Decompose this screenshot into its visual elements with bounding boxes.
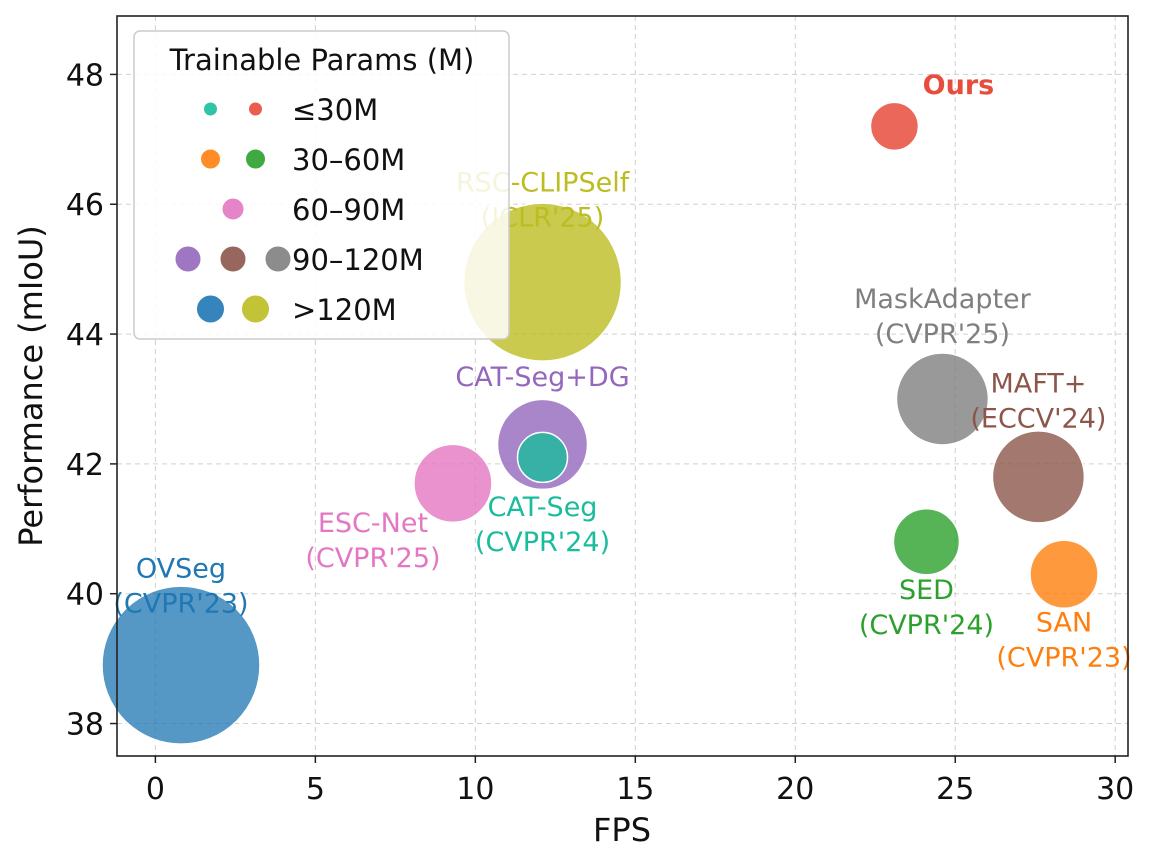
legend-marker (248, 101, 263, 117)
legend-entry: ≤30M (203, 93, 378, 127)
y-tick-label: 42 (66, 448, 104, 483)
y-axis-ticks: 38 40 42 44 46 48 (66, 58, 117, 743)
label-name: ESC-Net (318, 508, 428, 539)
x-tick-label: 25 (936, 772, 974, 807)
label-name: CAT-Seg (488, 492, 598, 523)
legend-marker (196, 294, 225, 324)
point-maft-plus (991, 430, 1086, 524)
legend-label: 60–90M (292, 193, 405, 227)
legend-marker (245, 148, 266, 170)
point-ours (869, 101, 920, 152)
legend-marker (221, 197, 245, 221)
legend-title: Trainable Params (M) (169, 43, 475, 77)
label-name: MaskAdapter (854, 284, 1032, 315)
legend-entry: >120M (196, 293, 397, 327)
point-esc-net (413, 443, 493, 524)
label-venue: (CVPR'25) (305, 543, 440, 574)
label-ovseg: OVSeg (CVPR'23) (113, 553, 248, 619)
label-venue: (CVPR'24) (475, 527, 610, 558)
x-axis-title: FPS (593, 811, 651, 849)
label-san: SAN (CVPR'23) (996, 607, 1131, 673)
data-labels: OVSeg (CVPR'23)RSC-CLIPSelf (ICLR'25)ESC-N… (113, 70, 1131, 673)
label-cat-seg-dg: CAT-Seg+DG (455, 362, 629, 393)
legend-entry: 90–120M (174, 243, 424, 277)
x-tick-label: 0 (146, 772, 165, 807)
legend-marker (264, 245, 292, 273)
legend-label: >120M (292, 293, 397, 327)
legend-label: 30–60M (292, 143, 405, 177)
y-tick-label: 38 (66, 708, 104, 743)
x-axis-ticks: 0 5 10 15 20 25 30 (146, 756, 1134, 807)
label-name: MAFT+ (990, 368, 1086, 399)
label-maft-plus: MAFT+ (ECCV'24) (970, 368, 1106, 434)
label-name: SAN (1036, 607, 1092, 638)
point-ovseg (101, 585, 261, 745)
label-sed: SED (CVPR'24) (859, 575, 994, 641)
plot-frame (116, 15, 1129, 757)
label-venue: (CVPR'25) (875, 319, 1010, 350)
legend-marker (203, 101, 218, 117)
grid-lines (117, 16, 1128, 756)
y-tick-label: 46 (66, 188, 104, 223)
label-ours: Ours (923, 70, 995, 101)
label-esc-net: ESC-Net (CVPR'25) (305, 508, 440, 574)
y-tick-label: 40 (66, 578, 104, 613)
legend-marker (200, 148, 221, 170)
x-tick-label: 5 (306, 772, 325, 807)
legend-entry: 30–60M (200, 143, 405, 177)
label-venue: (CVPR'23) (996, 642, 1131, 673)
legend-marker (219, 245, 247, 273)
label-name: Ours (923, 70, 995, 101)
x-tick-label: 20 (776, 772, 814, 807)
point-san (1029, 539, 1099, 609)
label-maskadapter: MaskAdapter (CVPR'25) (854, 284, 1032, 350)
label-name: SED (899, 575, 954, 606)
point-cat-seg (516, 431, 569, 484)
point-sed (892, 508, 961, 576)
x-tick-label: 10 (456, 772, 494, 807)
legend-label: ≤30M (292, 93, 378, 127)
label-name: OVSeg (136, 553, 226, 584)
y-tick-label: 48 (66, 58, 104, 93)
label-cat-seg: CAT-Seg (CVPR'24) (475, 492, 610, 558)
label-venue: (CVPR'24) (859, 610, 994, 641)
label-venue: (ECCV'24) (970, 403, 1106, 434)
legend-label: 90–120M (292, 243, 424, 277)
label-name: CAT-Seg+DG (455, 362, 629, 393)
y-axis-title: Performance (mIoU) (12, 225, 50, 547)
point-maskadapter (895, 352, 990, 446)
legend-marker (174, 245, 202, 273)
label-venue: (CVPR'23) (113, 588, 248, 619)
legend-marker (241, 294, 270, 324)
y-tick-label: 44 (66, 318, 104, 353)
legend-entries: ≤30M 30–60M 60–90M 90–120M >120M (174, 93, 424, 327)
legend: Trainable Params (M) ≤30M 30–60M 60–90M 90–… (133, 30, 510, 340)
x-tick-label: 30 (1096, 772, 1134, 807)
x-tick-label: 15 (616, 772, 654, 807)
legend-entry: 60–90M (221, 193, 405, 227)
